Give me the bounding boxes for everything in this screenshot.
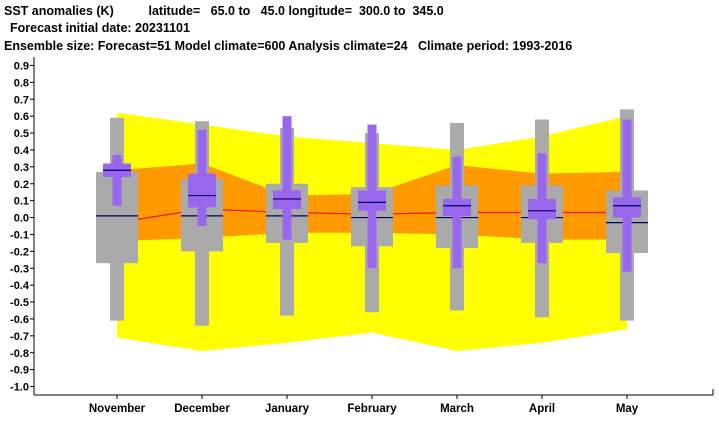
y-tick-label-9: 0.0: [14, 213, 29, 225]
y-tick-label-7: 0.2: [14, 179, 29, 191]
model-box-3: [358, 190, 386, 211]
x-tick-label-0: November: [89, 403, 146, 415]
y-tick-label-18: -0.9: [10, 365, 29, 377]
x-tick-label-1: December: [174, 403, 230, 415]
chart-header-ensemble-info: Ensemble size: Forecast=51 Model climate…: [4, 39, 573, 53]
y-tick-label-11: -0.2: [10, 246, 29, 258]
x-tick-label-5: April: [529, 403, 555, 415]
y-tick-label-12: -0.3: [10, 263, 29, 275]
y-tick-label-17: -0.8: [10, 348, 29, 360]
y-tick-label-14: -0.5: [10, 297, 29, 309]
model-whisker-0: [112, 155, 122, 206]
y-tick-label-3: 0.6: [14, 111, 29, 123]
y-tick-label-13: -0.4: [10, 280, 30, 292]
y-tick-label-10: -0.1: [10, 229, 29, 241]
x-tick-label-6: May: [616, 403, 639, 415]
chart-header-initial-date: Forecast initial date: 20231101: [10, 21, 190, 35]
axes-layer: 0.9 0.8 0.7 0.6 0.5 0.4 0.3 0.2 0.1 0.0 -0.1 -0.2 -0…: [10, 57, 714, 415]
model-whisker-6: [622, 119, 632, 272]
y-tick-label-15: -0.6: [10, 314, 29, 326]
y-tick-label-8: 0.1: [14, 196, 29, 208]
y-tick-label-0: 0.9: [14, 60, 29, 72]
model-box-6: [613, 197, 641, 218]
x-tick-label-3: February: [347, 403, 397, 415]
model-box-1: [188, 173, 216, 208]
model-box-5: [528, 198, 556, 220]
boxplot-layer: [96, 109, 648, 326]
model-box-4: [443, 198, 471, 216]
y-tick-label-2: 0.7: [14, 94, 29, 106]
y-tick-label-4: 0.5: [14, 128, 29, 140]
y-tick-label-5: 0.4: [14, 145, 30, 157]
x-tick-label-4: March: [440, 403, 474, 415]
y-tick-label-16: -0.7: [10, 331, 29, 343]
chart-header-variable-region: SST anomalies (K) latitude= 65.0 to 45.0…: [4, 4, 444, 18]
y-tick-label-1: 0.8: [14, 77, 29, 89]
x-tick-label-2: January: [265, 403, 310, 415]
model-box-2: [273, 190, 301, 210]
y-tick-label-6: 0.3: [14, 162, 29, 174]
y-tick-label-19: -1.0: [10, 382, 29, 394]
model-whisker-2: [282, 116, 292, 240]
